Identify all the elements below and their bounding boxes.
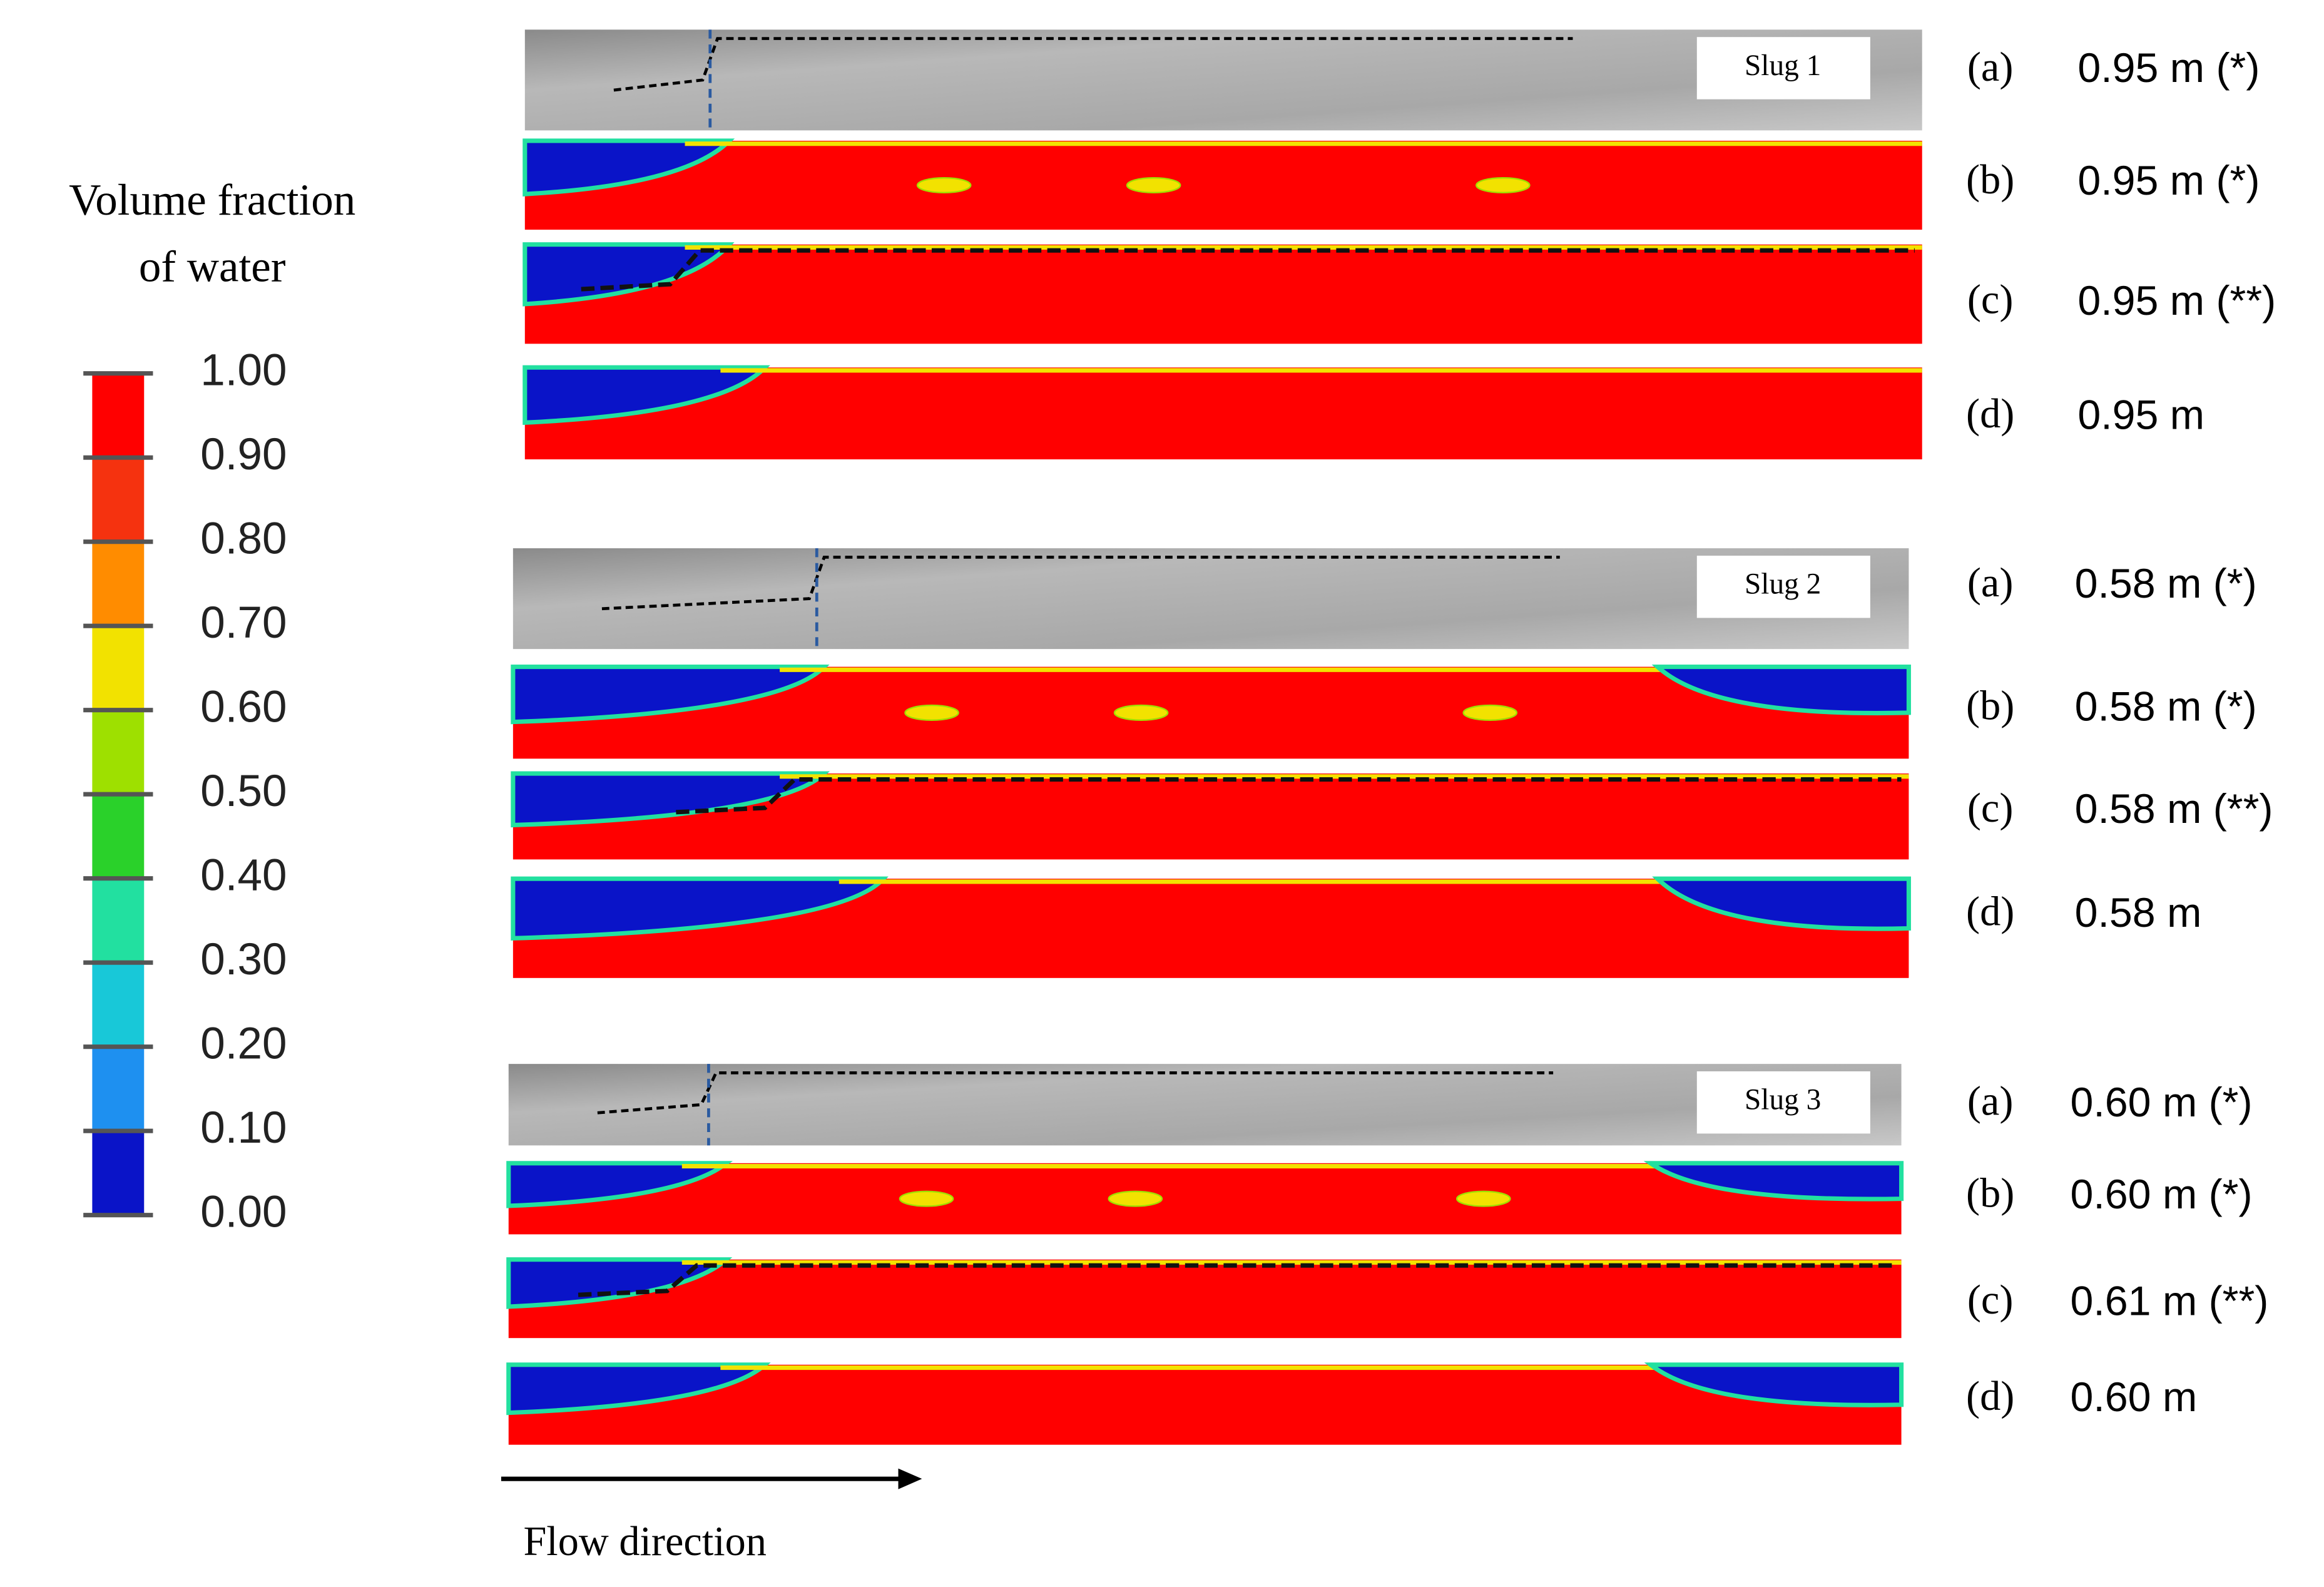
gas-region [511, 876, 889, 941]
colorbar-band [92, 626, 145, 711]
gas-region [1644, 1362, 1904, 1407]
bubble [916, 176, 972, 194]
slug-tag: Slug 1 [1745, 49, 1821, 82]
sim-panel [508, 1259, 1902, 1339]
gas-region [522, 138, 735, 196]
slug-tag: Slug 3 [1745, 1084, 1821, 1116]
tag-box [1696, 555, 1870, 618]
row-value: 0.60 m [2071, 1374, 2198, 1421]
row-label: (b) [1966, 157, 2014, 203]
tag-box [1696, 1071, 1870, 1134]
sim-panel [524, 244, 1922, 344]
bubble [904, 704, 959, 721]
gas-region [506, 1362, 771, 1416]
colorbar-band [92, 373, 145, 459]
row-value: 0.95 m (**) [2077, 278, 2276, 324]
colorbar-band [92, 541, 145, 627]
colorbar-tick-label: 1.00 [200, 345, 287, 395]
row-label: (d) [1966, 391, 2014, 437]
row-label: (a) [1967, 560, 2014, 606]
row-label: (a) [1967, 1079, 2014, 1125]
row-value: 0.58 m (*) [2075, 561, 2257, 607]
gas-region [522, 365, 770, 426]
colorbar-tick-label: 0.20 [200, 1019, 287, 1068]
colorbar-band [92, 710, 145, 795]
slug-front [676, 777, 1902, 815]
bubble [1456, 1190, 1511, 1207]
slug-front [597, 1071, 1554, 1115]
row-value: 0.60 m (*) [2071, 1079, 2253, 1126]
row-value: 0.58 m (**) [2075, 786, 2273, 832]
bubble [1462, 704, 1518, 721]
gas-region [522, 242, 735, 307]
flow-arrow-head [898, 1468, 922, 1489]
photo-panel [512, 548, 1909, 650]
slug-front [578, 1263, 1894, 1297]
row-label: (d) [1966, 889, 2014, 935]
row-label: (b) [1966, 683, 2014, 728]
bubble [1113, 704, 1169, 721]
sim-panel [524, 367, 1922, 460]
colorbar-band [92, 794, 145, 879]
sim-panel [524, 140, 1922, 230]
colorbar-tick-label: 0.70 [200, 598, 287, 648]
gas-region [1643, 1161, 1904, 1202]
gas-region [506, 1161, 733, 1208]
colorbar-tick-label: 0.60 [200, 682, 287, 732]
colorbar-band [92, 878, 145, 964]
row-value: 0.58 m (*) [2075, 684, 2257, 730]
row-value: 0.95 m (*) [2077, 45, 2260, 91]
gas-region [511, 664, 830, 725]
row-value: 0.58 m [2075, 890, 2202, 936]
colorbar-band [92, 1131, 145, 1216]
photo-panel [524, 29, 1922, 131]
row-value: 0.60 m (*) [2071, 1171, 2253, 1218]
bubble [899, 1190, 954, 1207]
bubble [1108, 1190, 1163, 1207]
colorbar-tick-label: 0.00 [200, 1187, 287, 1237]
tag-box [1696, 37, 1870, 100]
colorbar-tick-label: 0.50 [200, 767, 287, 816]
row-value: 0.95 m (*) [2077, 158, 2260, 204]
slug-front [581, 248, 1915, 292]
colorbar-band [92, 962, 145, 1048]
colorbar-tick-label: 0.80 [200, 514, 287, 563]
colorbar-band [92, 1046, 145, 1132]
colorbar-tick-label: 0.30 [200, 935, 287, 984]
gas-region [1652, 876, 1911, 931]
gas-region [1651, 664, 1911, 716]
photo-panel [508, 1064, 1902, 1146]
bubble [1475, 176, 1531, 194]
colorbar-tick-label: 0.10 [200, 1103, 287, 1153]
slug-tag: Slug 2 [1745, 568, 1821, 601]
row-label: (c) [1967, 277, 2014, 323]
row-label: (a) [1967, 44, 2014, 90]
row-value: 0.61 m (**) [2071, 1278, 2269, 1324]
row-value: 0.95 m [2077, 392, 2204, 438]
bubble [1126, 176, 1181, 194]
colorbar-tick-label: 0.90 [200, 430, 287, 479]
row-label: (c) [1967, 785, 2014, 831]
flow-label: Flow direction [523, 1519, 767, 1564]
row-label: (b) [1966, 1170, 2014, 1216]
colorbar-tick-label: 0.40 [200, 850, 287, 900]
colorbar-title: Volume fraction [69, 176, 355, 225]
colorbar-title: of water [139, 243, 286, 292]
row-label: (c) [1967, 1277, 2014, 1323]
colorbar-band [92, 457, 145, 543]
row-label: (d) [1966, 1374, 2014, 1419]
